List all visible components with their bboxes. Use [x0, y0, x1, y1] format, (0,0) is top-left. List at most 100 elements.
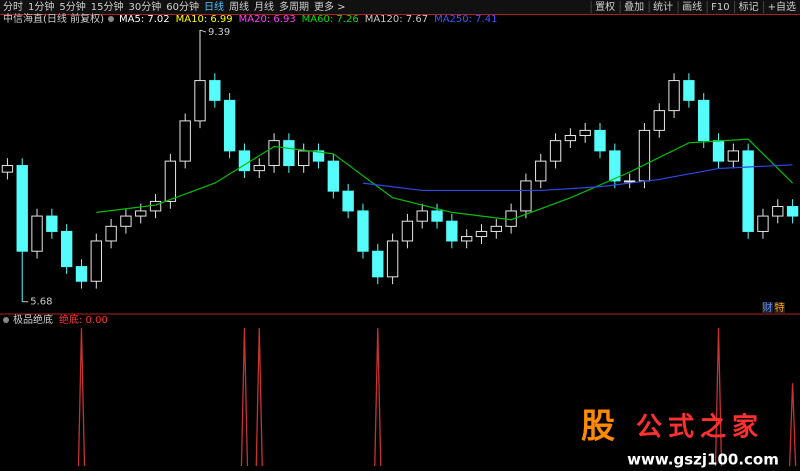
candle-body [786, 206, 799, 217]
toolbar-tab[interactable]: 15分钟 [91, 0, 124, 13]
toolbar-bg [0, 0, 800, 14]
toolbar-tab[interactable]: 多周期 [279, 0, 309, 13]
toolbar-button[interactable]: 标记 [739, 1, 759, 13]
candle-body [209, 80, 221, 101]
event-badge-bg [762, 302, 773, 313]
candle-body [609, 150, 621, 182]
toolbar-button[interactable]: +自选 [768, 0, 796, 13]
toolbar-button[interactable]: 置权 [595, 0, 615, 13]
toolbar-tab[interactable]: 30分钟 [128, 0, 161, 13]
candle-body [475, 230, 488, 238]
signal-spike [240, 327, 249, 467]
candle-body [253, 165, 265, 172]
event-badge-bg [774, 302, 785, 313]
candle-body [594, 129, 606, 152]
candle-body [460, 236, 473, 242]
candle-body [742, 150, 754, 232]
event-badge[interactable]: 特 [775, 302, 785, 314]
candle-body [327, 160, 340, 192]
low-label: 5.68 [30, 297, 52, 308]
high-label: 9.39 [208, 27, 230, 38]
candle-body [16, 165, 28, 252]
candle-body [727, 150, 740, 162]
candle-body [668, 80, 680, 112]
candle-body [283, 140, 295, 167]
legend-entry: MA5: 7.02 [119, 14, 170, 25]
toolbar-tab[interactable]: 月线 [254, 0, 274, 13]
watermark-logo: 股 [581, 407, 615, 447]
candle-body [75, 266, 88, 282]
signal-spike [255, 327, 263, 467]
candle-body [31, 215, 43, 252]
watermark-name: 公式之家 [636, 412, 764, 443]
watermark-url: www.gszj100.com [627, 451, 779, 469]
candle-body [194, 80, 206, 122]
toolbar-tab[interactable]: 日线 [204, 0, 224, 13]
candle-body [683, 80, 695, 101]
ma-line [96, 138, 794, 221]
candle-body [120, 215, 132, 227]
toolbar-tab[interactable]: 更多 > [314, 0, 346, 13]
legend-entry: MA60: 7.26 [302, 14, 359, 25]
candle-body [431, 210, 443, 222]
toolbar-tab[interactable]: 周线 [229, 0, 249, 13]
candle-body [386, 240, 399, 278]
toolbar-button[interactable]: 叠加 [624, 1, 644, 13]
candle-body [372, 250, 384, 278]
high-pointer [199, 29, 207, 33]
candle-body [535, 160, 547, 182]
toolbar-tab[interactable]: 60分钟 [166, 0, 199, 13]
toolbar-tab[interactable]: 1分钟 [28, 0, 54, 13]
signal-spike [374, 327, 382, 467]
toolbar-button[interactable]: 画线 [682, 0, 702, 13]
candle-body [149, 200, 162, 212]
candle-body [223, 99, 236, 152]
candle-body [698, 99, 710, 142]
candle-body [446, 220, 458, 242]
candle-body [712, 140, 725, 162]
toolbar-button[interactable]: F10 [711, 2, 729, 13]
candle-body [653, 110, 665, 131]
toolbar-tab[interactable]: 分时 [3, 1, 23, 13]
candle-body [268, 140, 280, 167]
legend-entry: MA20: 6.93 [239, 14, 296, 25]
candle-body [1, 165, 14, 173]
candle-body [238, 150, 251, 172]
candle-body [312, 150, 325, 162]
candle-body [401, 220, 414, 242]
signal-spike [714, 327, 723, 467]
candle-body [549, 140, 562, 162]
candle-body [46, 215, 58, 232]
candle-body [90, 240, 102, 282]
toolbar-tab[interactable]: 5分钟 [59, 0, 85, 13]
indicator-title: 极品绝底 [13, 313, 53, 326]
toolbar-button[interactable]: 统计 [653, 0, 673, 13]
candle-body [416, 210, 428, 222]
candle-body [520, 180, 532, 212]
chart-title: 中信海直(日线 前复权) [3, 12, 104, 25]
candle-body [772, 206, 784, 217]
indicator-legend: 绝底: 0.00 [59, 313, 108, 326]
signal-spike [788, 383, 797, 467]
candle-body [638, 129, 651, 182]
candle-body [342, 190, 354, 212]
candle-body [757, 215, 769, 232]
candle-body [357, 210, 369, 252]
candle-body [179, 120, 191, 162]
candle-body [60, 230, 73, 268]
signal-spike [77, 327, 86, 467]
event-badge[interactable]: 财 [763, 301, 773, 314]
candle-body [564, 135, 577, 142]
candle-body [164, 160, 177, 202]
candle-body [135, 210, 147, 217]
candle-body [579, 129, 591, 137]
settings-icon[interactable] [3, 317, 9, 323]
candle-body [623, 180, 636, 183]
candle-body [298, 150, 310, 167]
legend-entry: MA250: 7.41 [434, 14, 497, 25]
candle-body [105, 225, 117, 242]
candle-body [490, 225, 502, 232]
settings-icon[interactable] [107, 16, 114, 22]
